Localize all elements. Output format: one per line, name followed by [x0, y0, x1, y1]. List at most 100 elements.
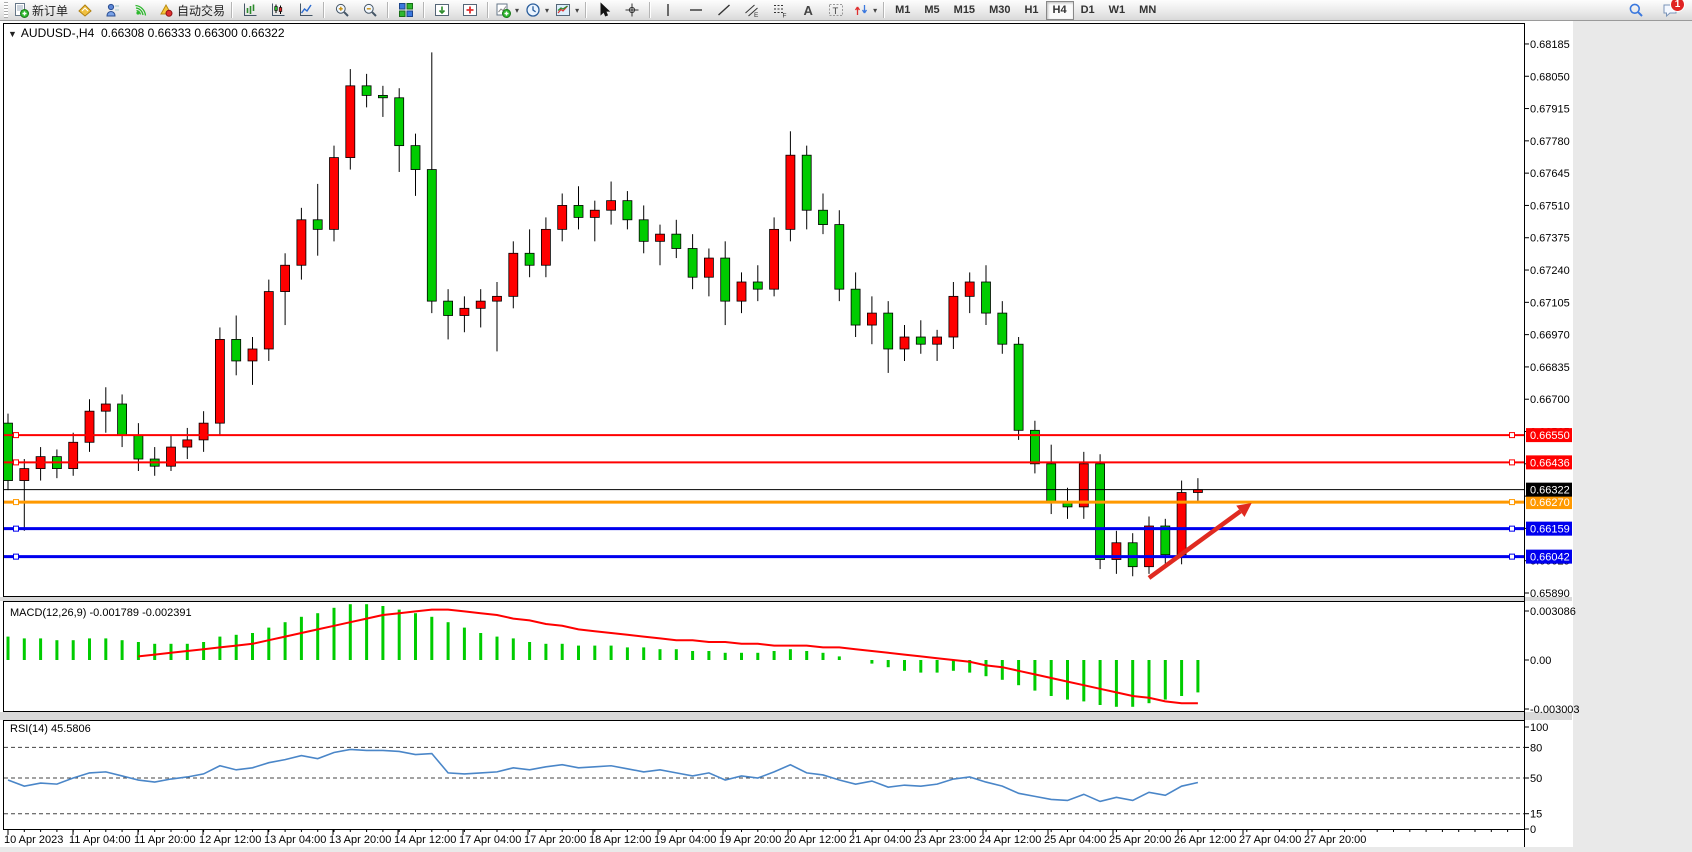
indicator-window-button[interactable]	[428, 0, 456, 21]
candle-body	[541, 228, 551, 266]
rsi-axis-label: 0	[1530, 824, 1536, 836]
chat-button[interactable]: 1	[1656, 0, 1685, 21]
timeframe-w1[interactable]: W1	[1108, 3, 1126, 16]
trendline-icon	[716, 2, 732, 18]
time-axis-label: 21 Apr 04:00	[849, 834, 911, 846]
line-handle[interactable]	[13, 525, 19, 532]
pane-splitter[interactable]	[0, 712, 1572, 720]
chart-window-button[interactable]	[71, 0, 99, 21]
candle-body	[915, 336, 926, 345]
svg-text:0.67915: 0.67915	[1530, 104, 1570, 116]
cursor-icon	[596, 2, 612, 18]
arrows-tool-button[interactable]: ▾	[850, 0, 880, 21]
svg-text:0.67240: 0.67240	[1530, 265, 1570, 277]
signal-icon	[133, 2, 149, 18]
dropdown-caret-icon[interactable]: ▾	[873, 5, 878, 15]
line-handle[interactable]	[1509, 432, 1515, 439]
channel-tool-button[interactable]: E	[738, 0, 766, 21]
auto-trading-icon	[158, 2, 174, 18]
candle-body	[769, 228, 779, 290]
candle-body	[68, 441, 79, 469]
rsi-axis-label: 100	[1530, 722, 1548, 734]
dropdown-caret-icon[interactable]: ▾	[515, 5, 520, 15]
timeframe-h1[interactable]: H1	[1024, 3, 1039, 16]
line-handle[interactable]	[1509, 499, 1515, 506]
line-handle[interactable]	[1509, 553, 1515, 560]
line-handle[interactable]	[13, 499, 19, 506]
crosshair-tool-button[interactable]	[618, 0, 646, 21]
time-axis-label: 25 Apr 04:00	[1044, 834, 1106, 846]
time-axis-label: 11 Apr 04:00	[69, 834, 131, 846]
dropdown-caret-icon[interactable]: ▾	[575, 5, 580, 15]
candle-body	[1111, 542, 1122, 560]
horizontal-line[interactable]: 0.66550	[4, 428, 1572, 443]
text-label-tool-button[interactable]: T	[822, 0, 850, 21]
timeframe-h4[interactable]: H4	[1045, 0, 1074, 20]
bar-chart-button[interactable]	[236, 0, 264, 21]
market-watch-button[interactable]	[99, 0, 127, 21]
new-order-button[interactable]: 新订单	[10, 0, 71, 21]
horizontal-line[interactable]: 0.66436	[4, 455, 1572, 470]
price-line-label	[1526, 455, 1572, 470]
trendline-tool-button[interactable]	[710, 0, 738, 21]
timeframe-d1[interactable]: D1	[1080, 3, 1095, 16]
templates-button[interactable]: ▾	[552, 0, 582, 21]
tile-windows-button[interactable]	[392, 0, 420, 21]
svg-text:0.66436: 0.66436	[1530, 457, 1570, 469]
search-button[interactable]	[1622, 0, 1650, 21]
fibonacci-icon: F	[772, 2, 788, 18]
add-indicator-button[interactable]	[456, 0, 484, 21]
line-chart-button[interactable]	[292, 0, 320, 21]
dropdown-caret-icon[interactable]: ▾	[545, 5, 550, 15]
timeframe-m5[interactable]: M5	[924, 3, 940, 16]
pane-splitter[interactable]	[0, 597, 1572, 601]
candlestick-series	[3, 52, 1203, 577]
fibonacci-tool-button[interactable]: F	[766, 0, 794, 21]
new-chart-button[interactable]: ▾	[492, 0, 522, 21]
candle-body	[329, 157, 339, 230]
vertical-line-tool-button[interactable]	[654, 0, 682, 21]
main-toolbar: 新订单 自动交易 ▾ ▾ ▾ E F A T ▾ M1 M5 M15 M30 H1 H4 D1 W1 MN 1	[0, 0, 1692, 21]
time-axis-label: 11 Apr 20:00	[134, 834, 196, 846]
trend-arrow[interactable]	[1147, 503, 1252, 580]
bar-chart-icon	[242, 2, 258, 18]
line-handle[interactable]	[13, 553, 19, 560]
line-handle[interactable]	[13, 459, 19, 466]
svg-text:0.66970: 0.66970	[1530, 330, 1570, 342]
ohlc-open: 0.66308	[100, 26, 145, 40]
candlestick-chart-button[interactable]	[264, 0, 292, 21]
rsi-pane	[3, 720, 1525, 830]
macd-axis-label: -0.003003	[1530, 704, 1580, 716]
zoom-out-button[interactable]	[356, 0, 384, 21]
svg-text:0.67510: 0.67510	[1530, 200, 1570, 212]
horizontal-line[interactable]: 0.66270	[4, 495, 1572, 510]
crosshair-icon	[624, 2, 640, 18]
line-handle[interactable]	[1509, 525, 1515, 532]
zoom-in-button[interactable]	[328, 0, 356, 21]
timeframe-mn[interactable]: MN	[1139, 3, 1157, 16]
periods-button[interactable]: ▾	[522, 0, 552, 21]
collapse-panel-icon[interactable]: ▼	[8, 29, 17, 39]
cursor-tool-button[interactable]	[590, 0, 618, 21]
line-handle[interactable]	[13, 432, 19, 439]
time-axis-label: 19 Apr 04:00	[654, 834, 716, 846]
timeframe-m15[interactable]: M15	[953, 3, 976, 16]
macd-indicator: 0.003086 0.00 -0.003003	[6, 604, 1580, 716]
auto-trading-button[interactable]: 自动交易	[155, 0, 228, 21]
line-handle[interactable]	[1509, 459, 1515, 466]
signals-button[interactable]	[127, 0, 155, 21]
horizontal-line[interactable]: 0.66042	[4, 549, 1572, 564]
toolbar-separator	[883, 2, 886, 18]
main-pane	[3, 23, 1525, 597]
timeframe-m30[interactable]: M30	[989, 3, 1011, 16]
time-axis-label: 23 Apr 23:00	[914, 834, 976, 846]
horizontal-line-tool-button[interactable]	[682, 0, 710, 21]
candle-body	[557, 205, 568, 230]
timeframe-m1[interactable]: M1	[895, 3, 911, 16]
candle-body	[1127, 542, 1138, 568]
horizontal-line[interactable]: 0.66159	[4, 521, 1572, 536]
toolbar-button-label: 新订单	[32, 3, 69, 18]
candle-body	[19, 468, 30, 481]
text-tool-button[interactable]: A	[794, 0, 822, 21]
svg-text:0.67780: 0.67780	[1530, 136, 1570, 148]
